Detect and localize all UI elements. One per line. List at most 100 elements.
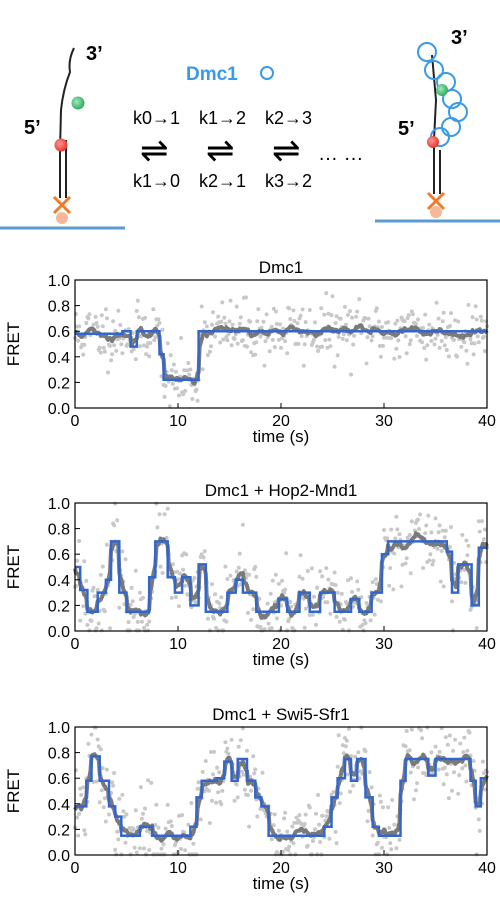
raw-point xyxy=(212,749,216,754)
raw-point xyxy=(418,512,423,517)
raw-point xyxy=(101,805,106,810)
raw-point xyxy=(200,367,205,372)
raw-point xyxy=(393,536,398,541)
raw-point xyxy=(274,616,279,621)
raw-point xyxy=(467,730,472,735)
raw-point xyxy=(474,626,479,631)
raw-point xyxy=(251,754,256,759)
raw-point xyxy=(462,567,467,572)
raw-point xyxy=(394,514,399,519)
raw-point xyxy=(139,619,144,624)
raw-point xyxy=(343,744,348,749)
raw-point xyxy=(344,738,349,743)
raw-point xyxy=(376,319,381,324)
raw-point xyxy=(234,782,239,787)
raw-point xyxy=(366,808,371,813)
raw-point xyxy=(128,603,133,607)
raw-point xyxy=(416,317,420,322)
raw-point xyxy=(422,346,427,350)
raw-point xyxy=(434,300,439,305)
raw-point xyxy=(142,343,146,348)
raw-point xyxy=(392,356,397,361)
raw-point xyxy=(106,370,110,375)
raw-point xyxy=(395,318,400,323)
raw-point xyxy=(437,345,442,350)
raw-point xyxy=(331,790,336,794)
raw-point xyxy=(224,335,229,340)
raw-point xyxy=(440,528,445,533)
raw-point xyxy=(213,592,218,597)
raw-point xyxy=(143,806,147,811)
raw-point xyxy=(476,519,481,524)
raw-point xyxy=(160,571,165,575)
raw-point xyxy=(446,796,451,801)
raw-point xyxy=(417,527,421,531)
raw-point xyxy=(217,601,222,606)
raw-point xyxy=(458,741,463,746)
raw-point xyxy=(173,840,178,845)
raw-point xyxy=(444,348,449,352)
raw-point xyxy=(95,324,100,329)
raw-point xyxy=(303,606,308,611)
raw-point xyxy=(253,767,258,772)
raw-point xyxy=(253,565,258,569)
raw-point xyxy=(471,352,476,357)
raw-point xyxy=(376,852,381,857)
raw-point xyxy=(379,845,384,850)
raw-point xyxy=(318,840,323,844)
raw-point xyxy=(262,363,267,368)
raw-point xyxy=(466,543,471,548)
raw-point xyxy=(104,767,109,772)
rate-forward-1: k1→2 xyxy=(199,108,246,128)
raw-point xyxy=(101,345,106,350)
raw-point xyxy=(134,309,139,313)
raw-point xyxy=(109,358,114,363)
raw-point xyxy=(313,320,317,325)
raw-point xyxy=(157,512,162,517)
raw-point xyxy=(212,616,216,621)
raw-point xyxy=(264,312,269,317)
raw-point xyxy=(77,811,82,816)
raw-point xyxy=(363,621,368,626)
raw-point xyxy=(237,321,242,326)
raw-point xyxy=(337,801,342,806)
raw-point xyxy=(117,796,122,801)
raw-point xyxy=(343,322,348,327)
raw-point xyxy=(413,321,418,326)
y-tick-label: 0.8 xyxy=(48,299,70,316)
raw-point xyxy=(432,342,437,347)
raw-point xyxy=(235,341,240,346)
raw-point xyxy=(180,813,185,818)
raw-point xyxy=(349,372,353,377)
raw-point xyxy=(157,320,162,325)
raw-point xyxy=(222,315,227,320)
raw-point xyxy=(258,625,263,629)
raw-point xyxy=(292,318,297,323)
raw-point xyxy=(168,819,173,824)
raw-point xyxy=(96,744,101,749)
raw-point xyxy=(82,828,87,833)
raw-point xyxy=(410,312,415,317)
raw-point xyxy=(391,587,396,592)
raw-point xyxy=(97,800,102,805)
raw-point xyxy=(352,333,357,338)
raw-point xyxy=(156,317,161,322)
raw-point xyxy=(334,841,339,846)
raw-point xyxy=(156,825,161,830)
raw-point xyxy=(255,319,260,324)
raw-point xyxy=(464,779,469,784)
raw-point xyxy=(247,824,252,829)
label-5prime-left: 5’ xyxy=(24,117,41,139)
raw-point xyxy=(482,787,487,792)
raw-point xyxy=(433,744,438,749)
raw-point xyxy=(184,552,189,557)
raw-point xyxy=(292,820,297,825)
raw-point xyxy=(280,578,284,583)
raw-point xyxy=(435,546,440,551)
raw-point xyxy=(332,364,337,369)
x-tick-label: 30 xyxy=(375,636,393,653)
raw-point xyxy=(368,618,373,623)
raw-point xyxy=(408,770,413,775)
raw-point xyxy=(379,325,384,329)
raw-point xyxy=(442,535,447,540)
